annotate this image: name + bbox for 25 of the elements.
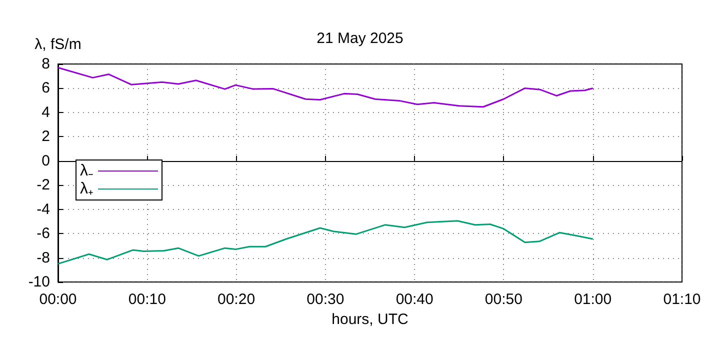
y-tick-label: -10 bbox=[28, 274, 50, 290]
x-tick-label: 00:00 bbox=[39, 291, 77, 308]
y-tick-label: -2 bbox=[36, 176, 50, 194]
legend-label: λ₋ bbox=[80, 162, 93, 180]
x-tick-label: 01:10 bbox=[663, 291, 701, 308]
y-tick-label: 2 bbox=[42, 128, 50, 146]
x-tick-label: 00:40 bbox=[396, 291, 434, 308]
x-tick-label: 00:50 bbox=[484, 291, 522, 308]
x-tick-label: 01:00 bbox=[574, 291, 612, 308]
legend-label: λ₊ bbox=[80, 180, 93, 198]
y-tick-label: 0 bbox=[42, 152, 50, 170]
y-tick-label: -8 bbox=[36, 249, 50, 266]
line-series bbox=[57, 220, 594, 265]
y-tick-label: 8 bbox=[42, 56, 50, 72]
y-tick-label: 4 bbox=[42, 104, 50, 121]
y-tick-label: -6 bbox=[36, 225, 50, 242]
x-tick-label: 00:30 bbox=[306, 291, 344, 308]
y-tick-label: 6 bbox=[42, 80, 50, 97]
y-tick-label: -4 bbox=[36, 200, 50, 218]
x-axis-title: hours, UTC bbox=[332, 311, 409, 328]
chart-title: 21 May 2025 bbox=[316, 30, 404, 47]
y-axis-title: λ, fS/m bbox=[34, 36, 82, 53]
x-tick-label: 00:20 bbox=[217, 291, 256, 308]
line-series bbox=[57, 66, 594, 108]
x-tick-label: 00:10 bbox=[128, 291, 166, 308]
